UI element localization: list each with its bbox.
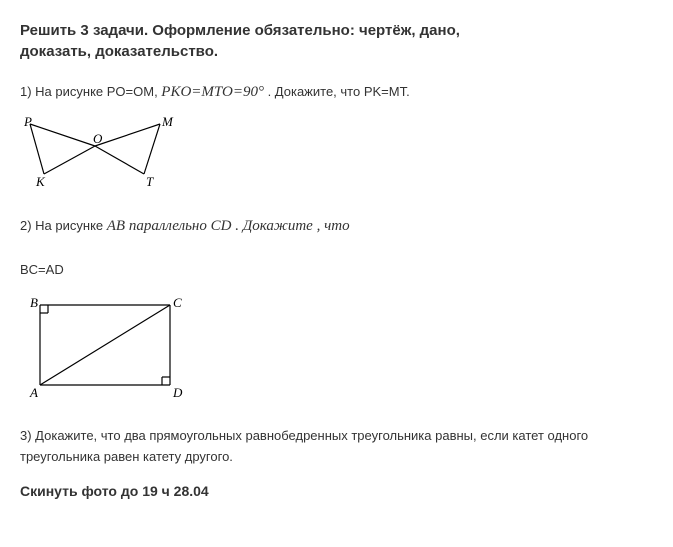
svg-text:B: B bbox=[30, 295, 38, 310]
figure-1: P M K T O bbox=[20, 116, 653, 194]
figure-2-svg: B C A D bbox=[20, 293, 190, 403]
problem-2-line1: 2) На рисунке AB параллельно CD . Докажи… bbox=[20, 214, 653, 238]
heading-line1: Решить 3 задачи. Оформление обязательно:… bbox=[20, 22, 460, 39]
p1-suffix: . Докажите, что PK=MT. bbox=[268, 84, 410, 99]
svg-text:T: T bbox=[146, 174, 154, 189]
main-heading: Решить 3 задачи. Оформление обязательно:… bbox=[20, 20, 653, 62]
svg-text:C: C bbox=[173, 295, 182, 310]
svg-text:A: A bbox=[29, 385, 38, 400]
p1-prefix: 1) На рисунке PO=OM, bbox=[20, 84, 161, 99]
p3-text: 3) Докажите, что два прямоугольных равно… bbox=[20, 428, 588, 464]
heading-line2: доказать, доказательство. bbox=[20, 43, 218, 60]
footer-text: Скинуть фото до 19 ч 28.04 bbox=[20, 483, 653, 499]
problem-1-text: 1) На рисунке PO=OM, PKO=MTO=90° . Докаж… bbox=[20, 80, 653, 104]
footer-span: Скинуть фото до 19 ч 28.04 bbox=[20, 483, 209, 499]
svg-text:O: O bbox=[93, 131, 103, 146]
figure-2: B C A D bbox=[20, 293, 653, 406]
problem-3-text: 3) Докажите, что два прямоугольных равно… bbox=[20, 426, 653, 468]
svg-text:K: K bbox=[35, 174, 46, 189]
p2-formula: AB параллельно CD . Докажите , что bbox=[107, 218, 350, 234]
svg-text:D: D bbox=[172, 385, 183, 400]
figure-1-svg: P M K T O bbox=[20, 116, 180, 191]
svg-text:M: M bbox=[161, 116, 174, 129]
p2-prefix: 2) На рисунке bbox=[20, 218, 107, 233]
p1-formula: PKO=MTO=90° bbox=[161, 84, 264, 100]
problem-2-bcad: BC=AD bbox=[20, 260, 653, 281]
svg-text:P: P bbox=[23, 116, 32, 129]
p2-bcad: BC=AD bbox=[20, 262, 64, 277]
